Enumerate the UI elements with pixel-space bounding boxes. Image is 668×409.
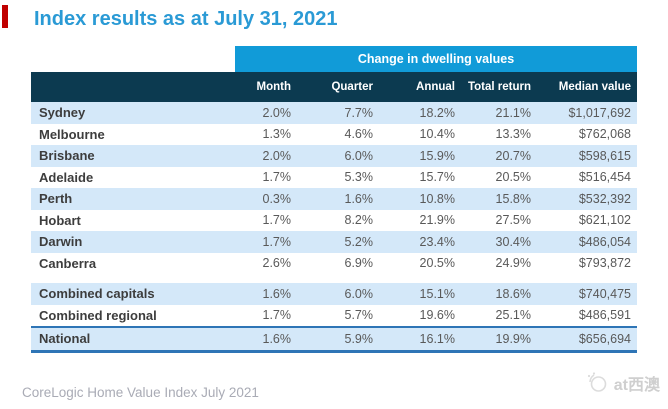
cell-total-return: 21.1%	[495, 105, 531, 120]
column-group-header-row: Change in dwelling values	[31, 46, 637, 72]
cell-quarter: 6.0%	[344, 148, 374, 163]
watermark-logo-icon	[585, 372, 609, 394]
cell-total-return: 24.9%	[495, 256, 531, 271]
header-annual: Annual	[416, 81, 455, 93]
cell-month: 2.0%	[262, 105, 292, 120]
cell-annual: 10.8%	[419, 191, 455, 206]
cell-month: 1.7%	[262, 308, 292, 323]
cell-month: 1.7%	[262, 234, 292, 249]
cell-annual: 15.1%	[419, 286, 455, 301]
table-row: Perth 0.3% 1.6% 10.8% 15.8% $532,392	[31, 188, 637, 210]
cell-total-return: 20.5%	[495, 170, 531, 185]
cell-month: 1.7%	[262, 213, 292, 228]
header-median-value: Median value	[558, 81, 631, 93]
cell-median-value: $486,591	[578, 308, 631, 323]
cell-median-value: $1,017,692	[568, 105, 631, 120]
row-label: Brisbane	[39, 148, 95, 164]
cell-median-value: $656,694	[578, 331, 631, 346]
row-label: Canberra	[39, 255, 97, 271]
header-month: Month	[256, 81, 291, 93]
cell-median-value: $486,054	[578, 234, 631, 249]
cell-month: 2.6%	[262, 256, 292, 271]
row-label: Combined regional	[39, 307, 157, 323]
cell-median-value: $793,872	[578, 256, 631, 271]
header-total-return: Total return	[467, 81, 531, 93]
cell-annual: 19.6%	[419, 308, 455, 323]
cell-total-return: 25.1%	[495, 308, 531, 323]
table-row: Canberra 2.6% 6.9% 20.5% 24.9% $793,872	[31, 252, 637, 274]
cell-month: 0.3%	[262, 191, 292, 206]
cell-median-value: $762,068	[578, 127, 631, 142]
row-label: Hobart	[39, 212, 81, 228]
watermark-text: at西澳	[613, 377, 660, 394]
row-label: National	[39, 331, 91, 347]
row-label: Adelaide	[39, 169, 94, 185]
cell-annual: 16.1%	[419, 331, 455, 346]
cell-annual: 21.9%	[419, 213, 455, 228]
cell-annual: 15.9%	[419, 148, 455, 163]
cell-quarter: 5.2%	[344, 234, 374, 249]
cell-month: 1.6%	[262, 286, 292, 301]
red-marker	[2, 5, 8, 28]
row-label: Combined capitals	[39, 286, 155, 302]
cell-annual: 20.5%	[419, 256, 455, 271]
cell-median-value: $516,454	[578, 170, 631, 185]
source-caption: CoreLogic Home Value Index July 2021	[22, 385, 259, 400]
page-title: Index results as at July 31, 2021	[34, 8, 338, 30]
cell-total-return: 30.4%	[495, 234, 531, 249]
cell-quarter: 4.6%	[344, 127, 374, 142]
cell-annual: 23.4%	[419, 234, 455, 249]
cell-quarter: 1.6%	[344, 191, 374, 206]
row-label: Perth	[39, 191, 73, 207]
table-row: Combined capitals 1.6% 6.0% 15.1% 18.6% $740,…	[31, 283, 637, 305]
cell-quarter: 8.2%	[344, 213, 374, 228]
cell-month: 2.0%	[262, 148, 292, 163]
row-label: Darwin	[39, 234, 83, 250]
index-results-table: Change in dwelling values Month Quarter …	[31, 46, 637, 353]
cell-month: 1.6%	[262, 331, 292, 346]
table-row: Adelaide 1.7% 5.3% 15.7% 20.5% $516,454	[31, 166, 637, 188]
row-label: Melbourne	[39, 126, 105, 142]
cell-month: 1.7%	[262, 170, 292, 185]
cell-quarter: 6.0%	[344, 286, 374, 301]
cell-total-return: 19.9%	[495, 331, 531, 346]
table-row: Hobart 1.7% 8.2% 21.9% 27.5% $621,102	[31, 209, 637, 231]
cell-quarter: 6.9%	[344, 256, 374, 271]
cell-total-return: 18.6%	[495, 286, 531, 301]
cell-median-value: $621,102	[578, 213, 631, 228]
cell-total-return: 20.7%	[495, 148, 531, 163]
cell-median-value: $532,392	[578, 191, 631, 206]
cell-median-value: $740,475	[578, 286, 631, 301]
cell-total-return: 13.3%	[495, 127, 531, 142]
cell-quarter: 7.7%	[344, 105, 374, 120]
cell-total-return: 27.5%	[495, 213, 531, 228]
cell-quarter: 5.3%	[344, 170, 374, 185]
table-row: Melbourne 1.3% 4.6% 10.4% 13.3% $762,068	[31, 123, 637, 145]
header-quarter: Quarter	[331, 81, 373, 93]
table-header-row: Month Quarter Annual Total return Median…	[31, 72, 637, 102]
table-row: Sydney 2.0% 7.7% 18.2% 21.1% $1,017,692	[31, 102, 637, 124]
table-row-national: National 1.6% 5.9% 16.1% 19.9% $656,694	[31, 326, 637, 353]
cell-quarter: 5.7%	[344, 308, 374, 323]
cell-annual: 15.7%	[419, 170, 455, 185]
table-row: Darwin 1.7% 5.2% 23.4% 30.4% $486,054	[31, 231, 637, 253]
cell-quarter: 5.9%	[344, 331, 374, 346]
column-group-header: Change in dwelling values	[235, 46, 637, 72]
watermark: at西澳	[585, 371, 660, 395]
band-spacer	[31, 46, 235, 72]
cell-total-return: 15.8%	[495, 191, 531, 206]
cell-annual: 18.2%	[419, 105, 455, 120]
cell-annual: 10.4%	[419, 127, 455, 142]
row-label: Sydney	[39, 105, 86, 121]
cell-median-value: $598,615	[578, 148, 631, 163]
table-body: Sydney 2.0% 7.7% 18.2% 21.1% $1,017,692 Melbou…	[31, 102, 637, 353]
table-row: Brisbane 2.0% 6.0% 15.9% 20.7% $598,615	[31, 145, 637, 167]
cell-month: 1.3%	[262, 127, 292, 142]
table-row: Combined regional 1.7% 5.7% 19.6% 25.1% $486,…	[31, 304, 637, 326]
